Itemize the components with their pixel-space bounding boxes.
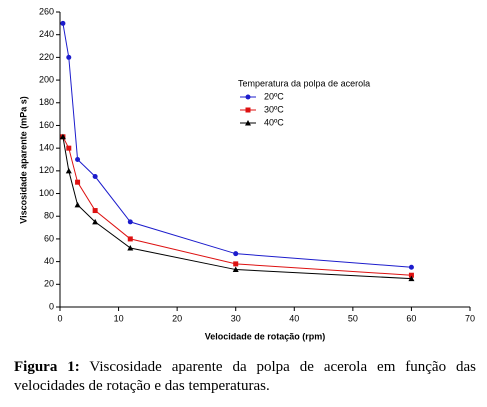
marker <box>127 245 134 251</box>
marker <box>60 20 66 26</box>
series-line <box>62 23 412 268</box>
caption-label: Figura 1: <box>14 359 80 375</box>
marker <box>92 174 98 180</box>
marker <box>66 54 72 60</box>
marker <box>127 236 133 242</box>
marker <box>74 201 81 208</box>
marker <box>59 133 66 140</box>
y-tick-label: 240 <box>39 29 54 39</box>
series-line <box>62 136 412 280</box>
x-tick-label: 40 <box>289 313 299 323</box>
y-tick-label: 140 <box>39 143 54 153</box>
marker <box>75 157 81 162</box>
marker <box>245 94 251 100</box>
marker <box>245 120 251 126</box>
y-tick-label: 160 <box>39 120 54 130</box>
marker <box>92 218 99 225</box>
caption-text: Viscosidade aparente da polpa de acerola… <box>14 359 477 394</box>
y-tick-label: 60 <box>44 233 54 243</box>
marker <box>92 208 98 214</box>
x-tick-label: 70 <box>465 313 475 323</box>
x-tick-label: 20 <box>172 313 182 323</box>
marker <box>408 264 414 270</box>
caption: Figura 1: Viscosidade aparente da polpa … <box>14 358 476 396</box>
x-tick-label: 60 <box>406 313 416 323</box>
y-tick-label: 100 <box>39 188 54 198</box>
legend-label: 30ºC <box>264 104 284 114</box>
marker <box>75 179 81 185</box>
x-axis-label: Velocidade de rotação (rpm) <box>205 331 326 341</box>
x-tick-label: 30 <box>231 313 241 323</box>
x-tick-label: 50 <box>348 313 358 323</box>
y-tick-label: 180 <box>39 97 54 107</box>
marker <box>233 261 239 267</box>
y-tick-label: 120 <box>39 165 54 175</box>
marker <box>408 275 415 282</box>
y-tick-label: 40 <box>44 256 54 266</box>
y-tick-label: 260 <box>39 6 54 16</box>
chart: Velocidade de rotação (rpm) Viscosidade … <box>18 6 475 341</box>
x-tick-label: 0 <box>57 313 62 323</box>
y-tick-label: 220 <box>39 52 54 62</box>
marker <box>66 145 72 151</box>
marker <box>408 272 414 278</box>
marker <box>127 219 133 225</box>
x-tick-label: 10 <box>114 313 124 323</box>
marker <box>232 266 239 273</box>
y-tick-label: 0 <box>49 301 54 311</box>
y-tick-label: 20 <box>44 279 54 289</box>
marker <box>65 167 72 174</box>
y-axis-label: Viscosidade aparente (mPa s) <box>18 96 28 223</box>
legend-label: 20ºC <box>264 91 284 101</box>
legend-title: Temperatura da polpa de acerola <box>238 78 370 88</box>
y-tick-label: 80 <box>44 211 54 221</box>
y-tick-label: 200 <box>39 74 54 84</box>
marker <box>233 251 239 257</box>
legend-label: 40ºC <box>264 117 284 127</box>
marker <box>245 107 251 113</box>
